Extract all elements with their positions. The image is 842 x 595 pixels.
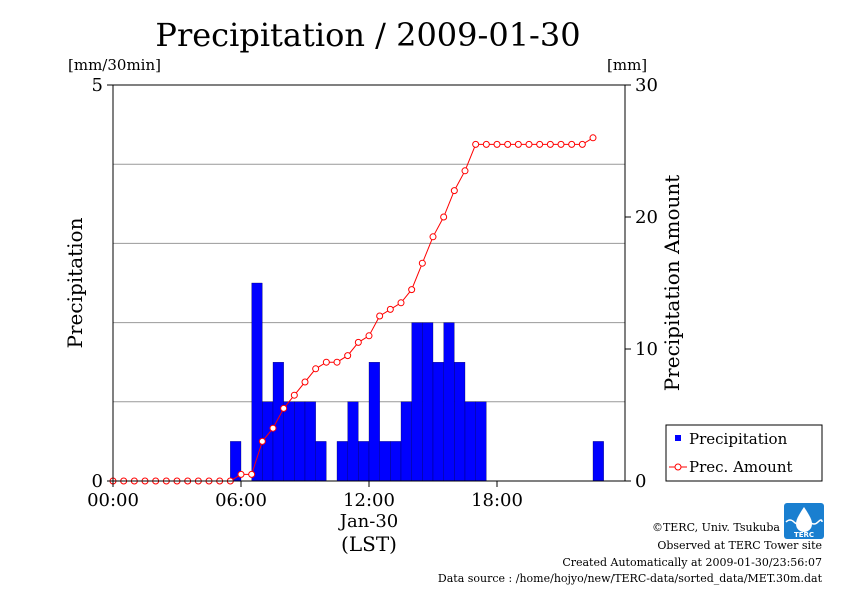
precipitation-bar — [283, 401, 295, 482]
footer-source: Data source : /home/hojyo/new/TERC-data/… — [438, 572, 823, 585]
left-axis-unit: [mm/30min] — [68, 56, 161, 74]
amount-point — [386, 305, 394, 313]
precipitation-bars — [230, 282, 604, 482]
left-axis-ticks: 05 — [92, 75, 113, 492]
right-axis-ticks: 0 10 20 30 — [625, 75, 658, 492]
precipitation-bar — [422, 322, 434, 482]
precipitation-bar — [390, 441, 402, 482]
amount-point — [376, 312, 384, 320]
amount-point — [557, 140, 565, 148]
amount-point — [525, 140, 533, 148]
precipitation-bar — [272, 362, 284, 482]
precipitation-bar — [304, 401, 316, 482]
amount-point — [322, 358, 330, 366]
amount-point — [536, 140, 544, 148]
right-tick-label: 0 — [635, 471, 646, 492]
x-tick-label: 00:00 — [87, 490, 139, 511]
right-axis-label: Precipitation Amount — [660, 175, 684, 392]
amount-point — [258, 437, 266, 445]
amount-point — [333, 358, 341, 366]
amount-point — [418, 259, 426, 267]
precipitation-bar — [592, 441, 604, 482]
amount-point — [269, 424, 277, 432]
amount-point — [248, 470, 256, 478]
amount-point — [450, 187, 458, 195]
precipitation-bar — [347, 401, 359, 482]
footer-created: Created Automatically at 2009-01-30/23:5… — [562, 556, 822, 569]
precipitation-amount-line — [109, 134, 597, 485]
precipitation-bar — [400, 401, 412, 482]
amount-point — [280, 404, 288, 412]
amount-point — [397, 299, 405, 307]
right-tick-label: 30 — [635, 75, 658, 96]
x-axis-timezone-label: (LST) — [341, 532, 397, 556]
precipitation-bar — [358, 441, 370, 482]
amount-point — [301, 378, 309, 386]
right-axis-unit: [mm] — [607, 56, 647, 74]
precipitation-bar — [411, 322, 423, 482]
footer-credit: ©TERC, Univ. Tsukuba — [652, 521, 780, 534]
precipitation-bar — [379, 441, 391, 482]
precipitation-bar — [475, 401, 487, 482]
amount-point — [461, 167, 469, 175]
precipitation-bar — [336, 441, 348, 482]
amount-point — [482, 140, 490, 148]
legend-precipitation-swatch — [675, 435, 681, 441]
legend: Precipitation Prec. Amount — [665, 424, 823, 482]
x-tick-label: 18:00 — [471, 490, 523, 511]
amount-point — [408, 286, 416, 294]
amount-point — [440, 213, 448, 221]
legend-box — [665, 424, 823, 482]
precipitation-bar — [443, 322, 455, 482]
amount-point — [589, 134, 597, 142]
precipitation-bar — [315, 441, 327, 482]
x-axis-date-label: Jan-30 — [338, 511, 399, 532]
x-tick-label: 06:00 — [215, 490, 267, 511]
precipitation-bar — [432, 362, 444, 482]
legend-amount-label: Prec. Amount — [689, 458, 793, 476]
logo-text: TERC — [794, 531, 814, 539]
amount-point — [472, 140, 480, 148]
right-tick-label: 10 — [635, 339, 658, 360]
precipitation-bar — [464, 401, 476, 482]
x-axis-ticks: 00:00 06:00 12:00 18:00 — [87, 481, 523, 511]
amount-point — [312, 365, 320, 373]
amount-point — [237, 470, 245, 478]
left-axis-label: Precipitation — [63, 217, 87, 348]
amount-point — [290, 391, 298, 399]
legend-precipitation-label: Precipitation — [689, 430, 788, 448]
amount-point — [365, 332, 373, 340]
chart-title: Precipitation / 2009-01-30 — [155, 16, 580, 54]
precipitation-bar — [454, 362, 466, 482]
amount-point — [354, 338, 362, 346]
amount-point — [546, 140, 554, 148]
precipitation-bar — [294, 401, 306, 482]
amount-point — [578, 140, 586, 148]
left-tick-label: 5 — [92, 75, 103, 96]
precipitation-bar — [251, 282, 263, 482]
amount-point — [504, 140, 512, 148]
footer-observed: Observed at TERC Tower site — [657, 539, 822, 552]
legend-amount-marker — [674, 463, 682, 471]
amount-point — [568, 140, 576, 148]
x-tick-label: 12:00 — [343, 490, 395, 511]
amount-point — [344, 352, 352, 360]
right-tick-label: 20 — [635, 207, 658, 228]
amount-point — [429, 233, 437, 241]
terc-logo: TERC — [784, 503, 824, 539]
amount-point — [514, 140, 522, 148]
left-tick-label: 0 — [92, 471, 103, 492]
precipitation-bar — [368, 362, 380, 482]
amount-point — [493, 140, 501, 148]
